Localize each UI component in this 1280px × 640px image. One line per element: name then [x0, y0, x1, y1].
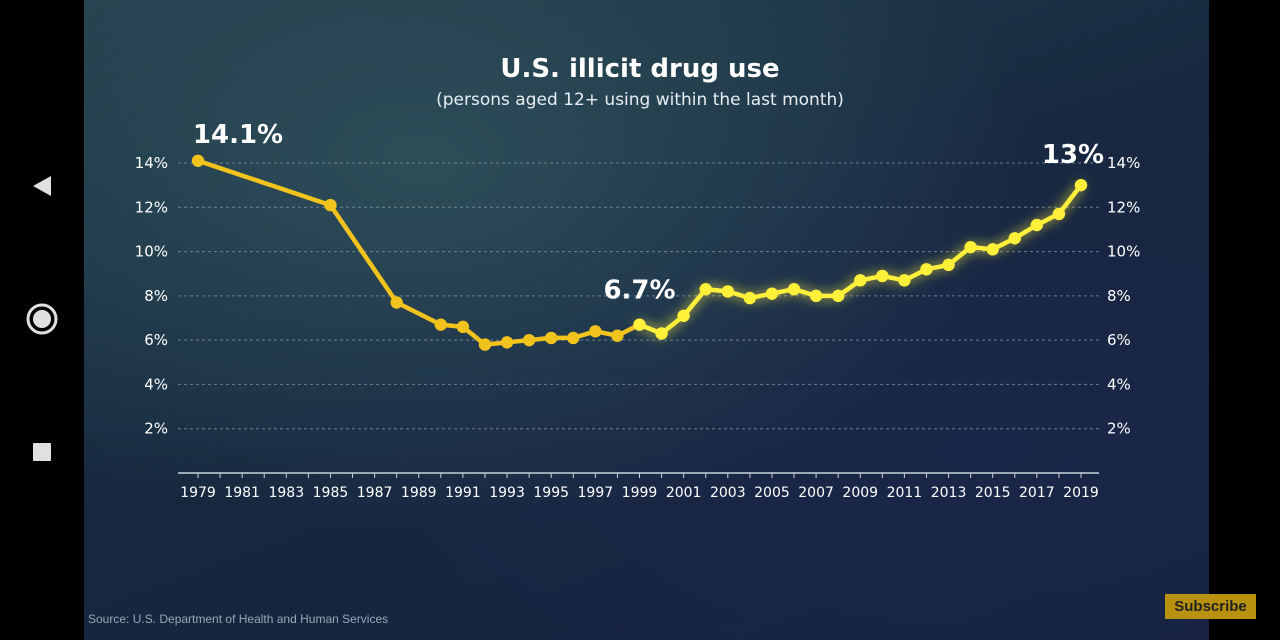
y-tick-label-right: 14% — [1107, 154, 1140, 172]
x-tick-label: 1991 — [445, 485, 481, 501]
data-point — [390, 296, 403, 309]
data-point — [522, 333, 536, 347]
data-point — [655, 327, 668, 340]
back-triangle-icon[interactable] — [24, 168, 60, 204]
data-point — [721, 285, 734, 298]
system-nav-bar — [0, 0, 84, 640]
x-tick-label: 1989 — [401, 485, 437, 501]
x-tick-label: 2009 — [842, 485, 878, 501]
y-tick-label-left: 6% — [144, 331, 168, 349]
right-margin — [1209, 0, 1280, 640]
x-tick-label: 1995 — [533, 485, 569, 501]
x-tick-label: 1997 — [578, 485, 614, 501]
series-line — [195, 158, 1084, 347]
x-axis: 1979 1981 1983 1985 1987 1989 1991 1993 1995 1997… — [178, 472, 1099, 501]
source-note: Source: U.S. Department of Health and Hu… — [88, 612, 389, 626]
data-point — [589, 325, 602, 338]
x-tick-label: 2001 — [666, 485, 702, 501]
x-tick-label: 2013 — [931, 485, 967, 501]
x-tick-label: 2003 — [710, 485, 746, 501]
y-tick-label-right: 4% — [1107, 375, 1131, 393]
data-point — [1052, 207, 1066, 221]
subscribe-button[interactable]: Subscribe — [1165, 594, 1256, 619]
y-tick-label-left: 14% — [135, 154, 168, 172]
y-tick-label-left: 8% — [144, 287, 168, 305]
annotation-label: 6.7% — [603, 276, 675, 306]
y-tick-label-left: 2% — [144, 420, 168, 438]
data-point — [765, 287, 779, 300]
x-tick-label: 2007 — [798, 485, 834, 501]
y-tick-label-right: 8% — [1107, 287, 1131, 305]
data-point — [743, 291, 757, 305]
data-point — [1030, 218, 1044, 232]
x-tick-label: 2015 — [975, 485, 1011, 501]
series-points — [191, 154, 1088, 351]
data-point — [434, 318, 448, 331]
y-tick-label-right: 10% — [1107, 243, 1140, 261]
x-tick-label: 2005 — [754, 485, 790, 501]
y-axis-right: 14% 12% 10% 8% 6% 4% 2% — [1107, 154, 1140, 438]
x-tick-label: 1993 — [489, 485, 525, 501]
data-point — [831, 289, 845, 303]
data-point — [809, 289, 823, 303]
line-chart: U.S. illicit drug use (persons aged 12+ … — [135, 54, 1141, 501]
y-axis-left: 14% 12% 10% 8% 6% 4% 2% — [135, 154, 168, 438]
series-line-early — [195, 158, 642, 347]
data-point — [478, 338, 492, 351]
chart-subtitle: (persons aged 12+ using within the last … — [436, 90, 844, 110]
data-point — [191, 154, 205, 167]
annotation-label: 13% — [1042, 140, 1104, 170]
video-frame[interactable]: U.S. illicit drug use (persons aged 12+ … — [84, 0, 1209, 640]
x-tick-label: 1999 — [622, 485, 658, 501]
y-tick-label-left: 12% — [135, 198, 168, 216]
data-point — [787, 283, 801, 296]
recent-square-icon[interactable] — [24, 434, 60, 470]
home-circle-icon[interactable] — [24, 301, 60, 337]
data-point — [567, 331, 580, 345]
data-point — [611, 329, 624, 342]
data-point — [699, 283, 712, 296]
y-tick-label-right: 12% — [1107, 198, 1140, 216]
data-point — [456, 320, 470, 334]
annotations: 14.1% 6.7% 13% — [193, 120, 1104, 306]
chart-title: U.S. illicit drug use — [500, 54, 779, 84]
x-tick-label: 2017 — [1019, 485, 1055, 501]
data-point — [677, 309, 690, 322]
data-point — [920, 263, 933, 276]
data-point — [898, 274, 911, 287]
x-tick-label: 1979 — [180, 485, 216, 501]
data-point — [876, 269, 889, 283]
x-tick-label: 1985 — [313, 485, 349, 501]
y-tick-label-left: 4% — [144, 375, 168, 393]
data-point — [1074, 178, 1088, 192]
data-point — [964, 240, 977, 254]
x-tick-label: 1983 — [268, 485, 304, 501]
data-point — [324, 198, 337, 212]
data-point — [942, 258, 955, 272]
data-point — [986, 243, 999, 256]
data-point — [500, 336, 514, 349]
y-tick-label-right: 2% — [1107, 420, 1131, 438]
x-tick-label: 1987 — [357, 485, 393, 501]
x-tick-label: 2011 — [887, 485, 923, 501]
x-tick-label: 1981 — [224, 485, 260, 501]
y-tick-label-left: 10% — [135, 243, 168, 261]
data-point — [1008, 232, 1021, 245]
y-tick-label-right: 6% — [1107, 331, 1131, 349]
data-point — [854, 274, 867, 287]
x-tick-label: 2019 — [1063, 485, 1099, 501]
data-point — [633, 318, 646, 331]
annotation-label: 14.1% — [193, 120, 283, 150]
data-point — [545, 331, 558, 345]
